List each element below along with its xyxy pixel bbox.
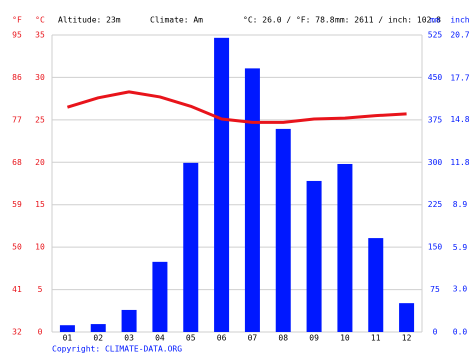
precipitation-bar [152, 261, 168, 332]
precipitation-summary: mm: 2611 / inch: 102.8 [335, 16, 441, 25]
altitude: Altitude: 23m [58, 16, 121, 25]
climate: Climate: Am [150, 16, 203, 25]
yf-tick-label: 95 [12, 31, 22, 40]
y-tick-label: 20 [35, 158, 45, 167]
x-tick-label: 05 [186, 334, 196, 343]
y2-tick-label: 75 [430, 285, 440, 294]
x-tick-label: 02 [93, 334, 103, 343]
y-tick-label: 35 [35, 31, 45, 40]
x-tick-label: 09 [309, 334, 319, 343]
y-tick-label: 25 [35, 115, 45, 124]
x-tick-label: 01 [63, 334, 73, 343]
y2-tick-label: 300 [428, 158, 443, 167]
y3-tick-label: 14.8 [450, 115, 469, 124]
precipitation-bar [275, 128, 291, 332]
yf-tick-label: 68 [12, 158, 22, 167]
y2-tick-label: 450 [428, 73, 443, 82]
y3-tick-label: 5.9 [453, 243, 468, 252]
x-tick-label: 08 [278, 334, 288, 343]
precipitation-bar [183, 162, 199, 332]
y3-tick-label: 11.8 [450, 158, 469, 167]
y2-tick-label: 525 [428, 31, 443, 40]
mm-unit: mm [430, 16, 440, 25]
y3-tick-label: 0.0 [453, 328, 468, 337]
x-tick-label: 10 [340, 334, 350, 343]
x-tick-label: 12 [402, 334, 412, 343]
fahrenheit-unit: °F [12, 16, 22, 25]
y3-tick-label: 17.7 [450, 74, 469, 83]
y2-tick-label: 375 [428, 115, 443, 124]
x-tick-label: 06 [217, 334, 227, 343]
precipitation-bar [90, 324, 106, 332]
y2-tick-label: 0 [433, 328, 438, 337]
temperature-line [66, 90, 407, 124]
y-tick-label: 30 [35, 73, 45, 82]
x-tick-label: 04 [155, 334, 165, 343]
y2-tick-label: 150 [428, 243, 443, 252]
precipitation-bar [399, 303, 415, 332]
y3-tick-label: 3.0 [453, 284, 468, 293]
x-tick-label: 07 [248, 334, 258, 343]
inch-unit: inch [450, 16, 469, 25]
precipitation-bar [306, 180, 322, 332]
x-tick-label: 11 [371, 334, 381, 343]
precipitation-bar [368, 238, 384, 332]
yf-tick-label: 41 [12, 285, 22, 294]
precipitation-bar [337, 163, 353, 332]
yf-tick-label: 32 [12, 328, 22, 337]
precipitation-bar [244, 68, 260, 333]
copyright: Copyright: CLIMATE-DATA.ORG [52, 345, 182, 354]
y3-tick-label: 20.7 [450, 31, 469, 40]
yf-tick-label: 77 [12, 115, 22, 124]
celsius-unit: °C [35, 16, 45, 25]
precipitation-bar [59, 325, 75, 332]
y2-tick-label: 225 [428, 200, 443, 209]
temperature-summary: °C: 26.0 / °F: 78.8 [243, 16, 335, 25]
yf-tick-label: 59 [12, 200, 22, 209]
precipitation-bar [214, 37, 230, 332]
y-tick-label: 10 [35, 243, 45, 252]
yf-tick-label: 50 [12, 243, 22, 252]
yf-tick-label: 86 [12, 73, 22, 82]
y3-tick-label: 8.9 [453, 200, 468, 209]
y-tick-label: 15 [35, 200, 45, 209]
y-tick-label: 5 [38, 285, 43, 294]
precipitation-bar [121, 309, 137, 332]
y-tick-label: 0 [38, 328, 43, 337]
x-tick-label: 03 [124, 334, 134, 343]
